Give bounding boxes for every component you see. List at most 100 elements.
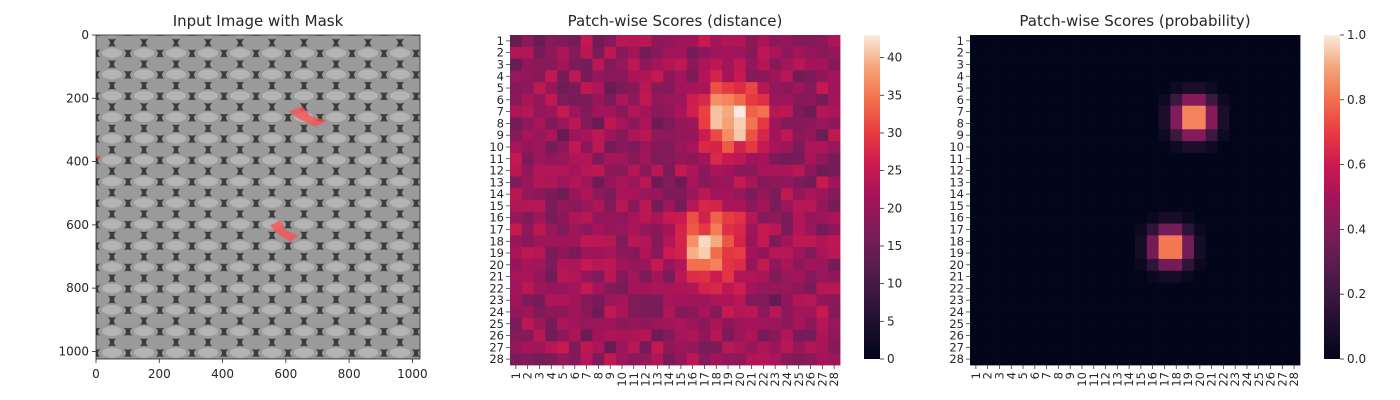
heatmap-cell xyxy=(1099,105,1112,118)
heatmap-cell xyxy=(745,164,758,177)
heatmap-cell xyxy=(1076,188,1089,201)
heatmap-cell xyxy=(639,93,652,107)
heatmap-cell xyxy=(1182,188,1195,201)
heatmap-cell xyxy=(592,141,605,154)
heatmap-cell xyxy=(510,164,523,177)
heatmap-cell xyxy=(510,341,523,354)
heatmap-cell xyxy=(970,105,983,118)
heatmap-cell xyxy=(1276,270,1289,283)
heatmap-cell xyxy=(1064,105,1077,118)
heatmap-cell xyxy=(1229,235,1242,248)
y-tick-label: 2 xyxy=(957,46,964,60)
heatmap-cell xyxy=(1276,247,1289,260)
heatmap-cell xyxy=(651,152,664,166)
heatmap-cell xyxy=(733,152,747,166)
heatmap-cell xyxy=(1217,282,1230,295)
y-tick-label: 12 xyxy=(949,164,964,178)
heatmap-cell xyxy=(592,235,605,248)
heatmap-cell xyxy=(981,129,994,142)
y-tick-label: 27 xyxy=(949,340,964,354)
heatmap-cell xyxy=(1005,223,1018,236)
heatmap-cell xyxy=(804,46,817,59)
heatmap-cell xyxy=(1135,353,1148,366)
heatmap-cell xyxy=(722,329,735,342)
heatmap-cell xyxy=(521,223,534,236)
heatmap-cell xyxy=(816,353,829,366)
heatmap-cell xyxy=(651,141,664,154)
heatmap-cell xyxy=(1276,176,1289,189)
heatmap-cell xyxy=(1276,294,1289,307)
x-tick-label: 17 xyxy=(1157,372,1171,387)
heatmap-cell xyxy=(1158,141,1171,154)
heatmap-cell xyxy=(1028,235,1042,248)
heatmap-cell xyxy=(710,176,723,189)
heatmap-cell xyxy=(781,353,794,366)
heatmap-cell xyxy=(1005,152,1018,166)
heatmap-cell xyxy=(616,294,629,307)
x-tick-label: 14 xyxy=(1122,372,1136,387)
heatmap-cell xyxy=(981,164,994,177)
probability-colorbar: 0.00.20.40.60.81.0 xyxy=(1324,28,1366,366)
heatmap-cell xyxy=(675,35,688,48)
heatmap-cell xyxy=(1182,35,1195,48)
probability-heatmap xyxy=(970,35,1301,366)
heatmap-cell xyxy=(792,235,806,248)
heatmap-cell xyxy=(533,188,546,201)
heatmap-cell xyxy=(792,341,806,354)
heatmap-cell xyxy=(792,46,806,59)
heatmap-cell xyxy=(828,353,841,366)
heatmap-cell xyxy=(698,294,711,307)
heatmap-cell xyxy=(1040,141,1053,154)
heatmap-cell xyxy=(1040,188,1053,201)
heatmap-cell xyxy=(639,282,652,295)
heatmap-cell xyxy=(1276,129,1289,142)
heatmap-cell xyxy=(970,117,983,130)
heatmap-cell xyxy=(604,46,617,59)
heatmap-cell xyxy=(1241,46,1254,59)
probability-title: Patch-wise Scores (probability) xyxy=(1019,12,1250,30)
heatmap-cell xyxy=(745,35,758,48)
mask-overlay xyxy=(96,106,327,243)
heatmap-cell xyxy=(686,306,699,319)
heatmap-cell xyxy=(557,247,570,260)
heatmap-cell xyxy=(1087,105,1101,118)
heatmap-cell xyxy=(651,35,664,48)
heatmap-cell xyxy=(1135,152,1148,166)
heatmap-cell xyxy=(1252,105,1266,118)
heatmap-cell xyxy=(663,141,676,154)
heatmap-cell xyxy=(733,70,747,83)
heatmap-cell xyxy=(745,211,758,224)
heatmap-cell xyxy=(781,35,794,48)
x-tick-label: 5 xyxy=(1016,372,1030,379)
heatmap-cell xyxy=(675,200,688,213)
heatmap-cell xyxy=(1158,35,1171,48)
heatmap-cell xyxy=(1087,294,1101,307)
x-tick-label: 10 xyxy=(1075,372,1089,387)
x-tick-label: 17 xyxy=(697,372,711,387)
heatmap-cell xyxy=(604,82,617,95)
heatmap-cell xyxy=(510,93,523,107)
x-tick-label: 12 xyxy=(1099,372,1113,387)
heatmap-cell xyxy=(981,176,994,189)
heatmap-cell xyxy=(1028,93,1042,107)
x-tick-label: 600 xyxy=(274,367,297,381)
heatmap-cell xyxy=(1052,117,1065,130)
heatmap-cell xyxy=(1193,270,1207,283)
heatmap-cell xyxy=(568,294,582,307)
heatmap-cell xyxy=(1182,294,1195,307)
heatmap-cell xyxy=(1288,141,1301,154)
heatmap-cell xyxy=(1005,200,1018,213)
heatmap-cell xyxy=(1076,247,1089,260)
heatmap-cell xyxy=(1276,82,1289,95)
heatmap-cell xyxy=(604,129,617,142)
heatmap-cell xyxy=(1217,152,1230,166)
heatmap-cell xyxy=(1264,93,1277,107)
heatmap-cell xyxy=(1182,211,1195,224)
heatmap-cell xyxy=(1170,164,1183,177)
heatmap-cell xyxy=(510,329,523,342)
heatmap-cell xyxy=(639,258,652,272)
heatmap-cell xyxy=(521,46,534,59)
heatmap-cell xyxy=(1076,93,1089,107)
heatmap-cell xyxy=(1052,341,1065,354)
heatmap-cell xyxy=(1205,164,1218,177)
